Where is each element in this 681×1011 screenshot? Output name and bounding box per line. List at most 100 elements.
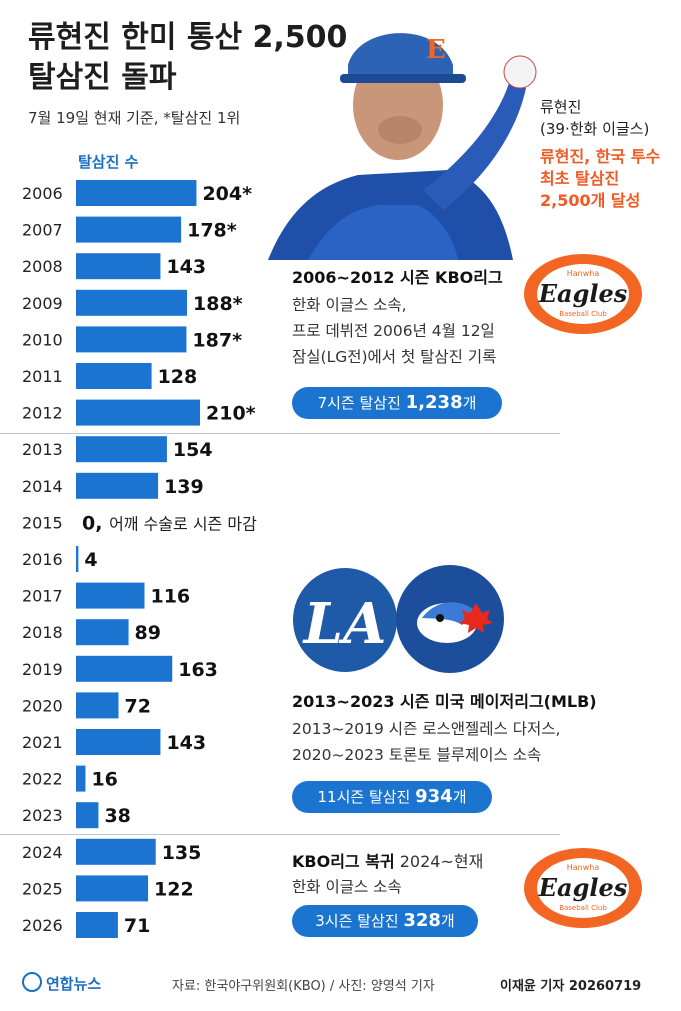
value-label: 139 (164, 476, 204, 498)
annotation-label: 어깨 수술로 시즌 마감 (109, 514, 257, 533)
pill-suffix: 개 (452, 788, 467, 806)
bar-2026 (76, 912, 118, 938)
bar-2010 (76, 326, 187, 353)
strikeout-bar-chart: 2006 204* 2007 178* 2008 143 2009 188* 2010 187* 2… (22, 180, 257, 938)
value-label: 116 (150, 586, 190, 608)
player-info: 류현진 (39·한화 이글스) 류현진, 한국 투수 최초 탈삼진 2,500개… (540, 96, 680, 212)
dodgers-logo: LA (293, 568, 397, 672)
eagles-logo-main-text: Eagles (538, 873, 628, 902)
year-label: 2024 (22, 843, 63, 862)
value-label: 178* (187, 220, 237, 242)
bar-2006 (76, 180, 197, 206)
value-label: 71 (124, 915, 150, 937)
pill-prefix: 11시즌 탈삼진 (317, 788, 416, 806)
year-label: 2018 (22, 623, 63, 642)
eagles-logo-small-text: Hanwha (567, 863, 600, 872)
section-1-total: 7시즌 탈삼진 1,238개 (292, 387, 502, 419)
eagles-logo-sub-text: Baseball Club (559, 904, 607, 912)
subtitle: 7월 19일 현재 기준, *탈삼진 1위 (28, 109, 241, 127)
year-label: 2015 (22, 513, 63, 532)
bar-2025 (76, 875, 149, 902)
year-label: 2008 (22, 257, 63, 276)
value-label: 210* (206, 403, 256, 425)
axis-label: 탈삼진 수 (78, 153, 139, 171)
year-label: 2014 (22, 477, 63, 496)
bar-2008 (76, 253, 161, 280)
bar-2024 (76, 838, 156, 865)
section-1-title: 2006~2012 시즌 KBO리그 (292, 268, 503, 287)
player-team: (39·한화 이글스) (540, 120, 650, 138)
eagles-logo-main-text: Eagles (538, 279, 628, 308)
value-label: 163 (178, 659, 218, 681)
bar-2021 (76, 729, 161, 755)
value-label: 122 (154, 878, 194, 900)
year-label: 2007 (22, 221, 63, 240)
globe-icon (22, 972, 42, 992)
pill-suffix: 개 (440, 912, 455, 930)
value-label: 16 (91, 769, 117, 791)
page-title: 류현진 한미 통산 2,500탈삼진 돌파 (28, 20, 348, 95)
value-label: 188* (193, 293, 243, 315)
value-label: 0, 어깨 수술로 시즌 마감 (82, 512, 257, 534)
pill-prefix: 7시즌 탈삼진 (317, 394, 406, 412)
year-label: 2013 (22, 440, 63, 459)
year-label: 2025 (22, 879, 63, 898)
value-label: 72 (125, 695, 151, 717)
year-label: 2009 (22, 294, 63, 313)
pill-value: 934 (415, 786, 453, 807)
pill-value: 1,238 (405, 392, 463, 413)
eagles-logo: Hanwha Eagles Baseball Club (524, 254, 642, 334)
section-divider (0, 433, 560, 434)
bluejays-logo (396, 565, 504, 673)
year-label: 2023 (22, 806, 63, 825)
pitcher-photo: E (268, 33, 537, 260)
year-label: 2017 (22, 587, 63, 606)
value-label: 135 (162, 842, 202, 864)
section-3-title-rest: 2024~현재 (394, 852, 484, 871)
value-label: 143 (166, 256, 206, 278)
year-label: 2010 (22, 330, 63, 349)
yonhap-logo: 연합뉴스 (22, 972, 101, 994)
footer-source: 자료: 한국야구위원회(KBO) / 사진: 양영석 기자 (172, 979, 435, 994)
bar-2020 (76, 692, 119, 719)
section-1-desc-3: 잠실(LG전)에서 첫 탈삼진 기록 (292, 348, 497, 366)
year-label: 2022 (22, 770, 63, 789)
section-1-desc-1: 한화 이글스 소속, (292, 296, 407, 314)
section-2-title: 2013~2023 시즌 미국 메이저리그(MLB) (292, 692, 597, 711)
value-label: 187* (192, 329, 242, 351)
bar-2011 (76, 363, 152, 389)
value-label: 154 (173, 439, 213, 461)
value-label: 38 (104, 805, 130, 827)
value-label: 128 (158, 366, 198, 388)
bar-2007 (76, 216, 182, 243)
footer-credit: 이재윤 기자 20260719 (500, 979, 642, 994)
section-2-desc-1: 2013~2019 시즌 로스앤젤레스 다저스, (292, 720, 561, 738)
section-2-total: 11시즌 탈삼진 934개 (292, 781, 492, 813)
value-label: 143 (166, 732, 206, 754)
svg-text:E: E (426, 35, 446, 65)
player-name: 류현진 (540, 98, 582, 116)
dodgers-logo-text: LA (302, 591, 387, 657)
pill-suffix: 개 (462, 394, 477, 412)
bar-2017 (76, 582, 145, 609)
bar-2012 (76, 399, 200, 426)
section-1-desc-2: 프로 데뷔전 2006년 4월 12일 (292, 322, 495, 340)
year-label: 2021 (22, 733, 63, 752)
pill-value: 328 (403, 910, 441, 931)
year-label: 2012 (22, 404, 63, 423)
value-label: 204* (202, 183, 252, 205)
bar-2009 (76, 289, 188, 316)
footer-brand: 연합뉴스 (46, 975, 102, 993)
value-label: 89 (135, 622, 161, 644)
section-2-desc-2: 2020~2023 토론토 블루제이스 소속 (292, 746, 542, 764)
eagles-logo-sub-text: Baseball Club (559, 310, 607, 318)
section-3-title: KBO리그 복귀 2024~현재 (292, 848, 483, 872)
eagles-logo-small-text: Hanwha (567, 269, 600, 278)
bar-2022 (76, 765, 86, 792)
pill-prefix: 3시즌 탈삼진 (315, 912, 404, 930)
bar-2019 (76, 655, 173, 682)
year-label: 2006 (22, 184, 63, 203)
value-label: 4 (84, 549, 97, 571)
section-3-title-bold: KBO리그 복귀 (292, 852, 395, 871)
year-label: 2020 (22, 696, 63, 715)
